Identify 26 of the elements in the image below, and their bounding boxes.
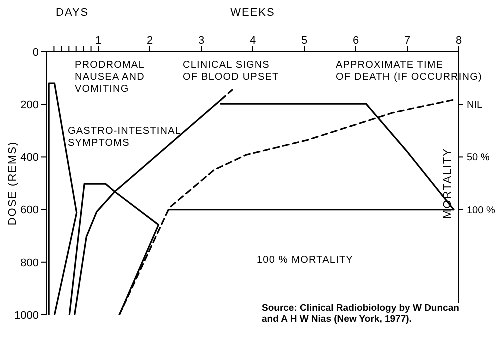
text: DAYS [56,7,90,19]
y-axis-title: DOSE (REMS) [6,141,19,226]
annotation: Source: Clinical Radiobiology by W Duncan and A H W Nias (New York, 1977). [262,303,462,325]
x-tick-label: 5 [301,35,308,47]
y2-tick-label: NIL [467,100,483,112]
y-tick-label: 800 [20,257,39,270]
annotation: CLINICAL SIGNS OF BLOOD UPSET [183,60,280,84]
y-tick-label: 600 [20,204,39,217]
y-tick-label: 200 [20,100,39,112]
x-tick-label: 1 [95,35,102,47]
y2-tick-label: 100 % [467,205,496,216]
y-tick-label: 400 [20,152,39,164]
y2-tick-label: 50 % [467,152,490,164]
x-tick-label: 2 [146,35,154,47]
x-tick-label: 7 [404,35,411,47]
x-axis-title: WEEKS [230,6,276,19]
x-tick-label: 6 [352,35,360,47]
annotation: PRODROMAL NAUSEA AND VOMITING [75,60,145,96]
x-tick-label: 3 [198,35,205,47]
y-tick-label: 0 [32,46,39,59]
x-tick-label: 8 [456,35,462,47]
x-tick-label: 4 [250,35,256,47]
annotation: GASTRO-INTESTINAL SYMPTOMS [68,126,182,150]
y2-axis-title: MORTALITY [442,148,454,219]
y-tick-label: 1000 [14,310,39,322]
annotation: 100 % MORTALITY [255,254,356,268]
